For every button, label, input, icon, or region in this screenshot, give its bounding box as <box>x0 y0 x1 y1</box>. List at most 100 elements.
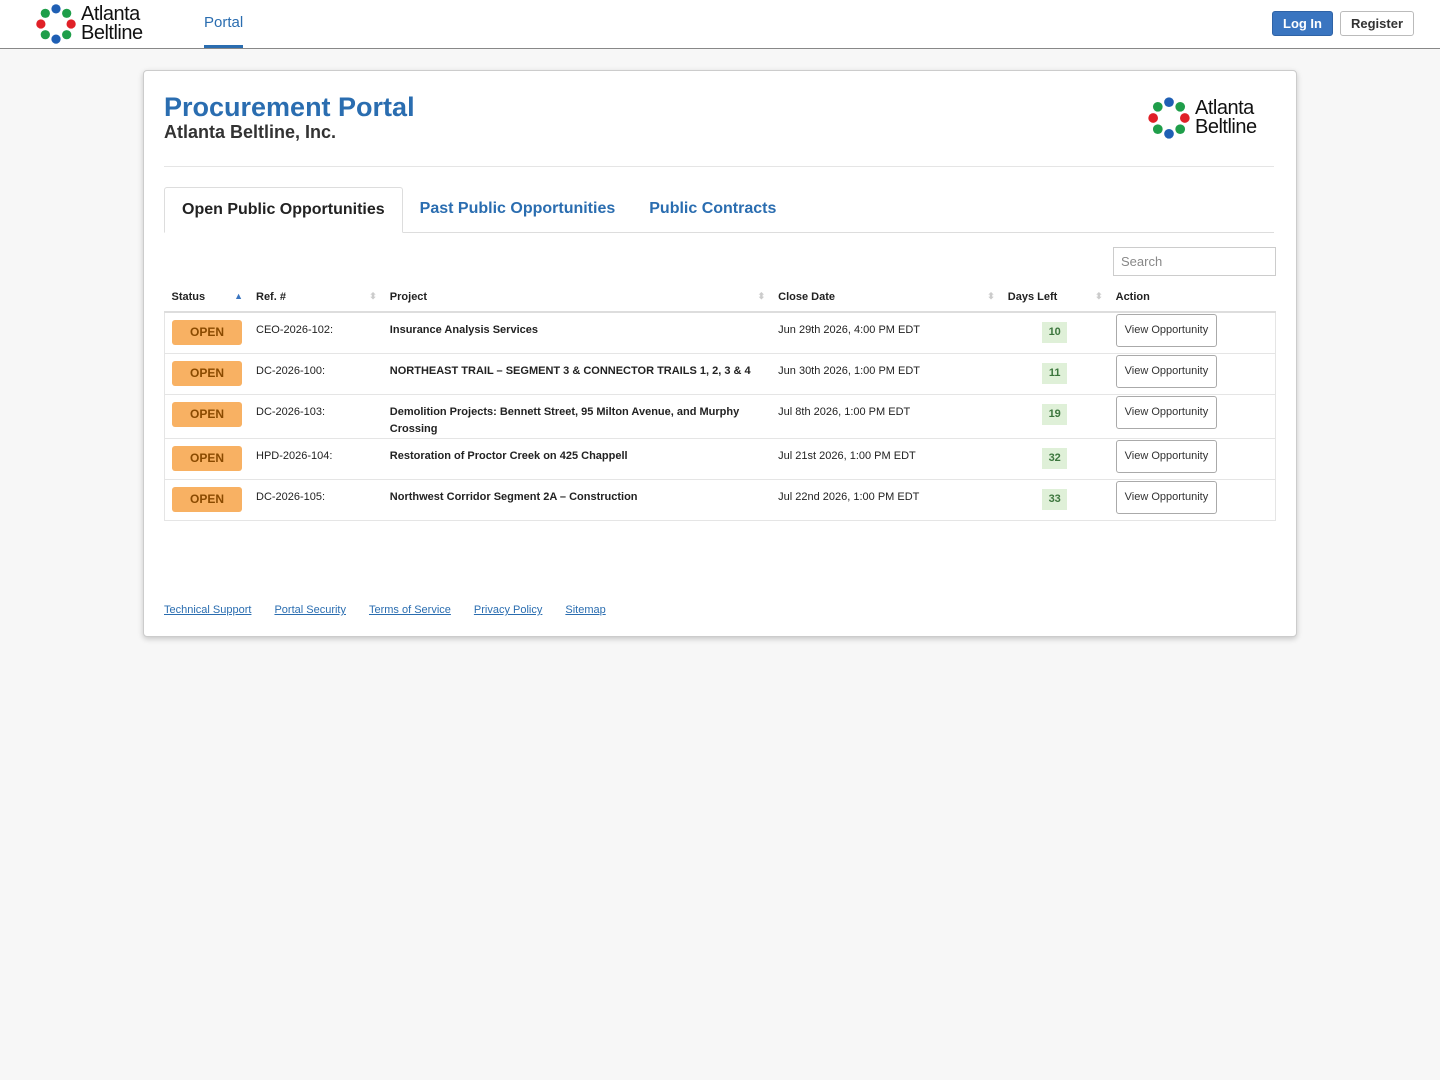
logo-dot <box>1164 97 1174 107</box>
sort-icon: ▲ <box>234 291 243 301</box>
logo-text: Atlanta Beltline <box>1195 97 1257 138</box>
column-header[interactable]: Project ⬍ <box>382 283 772 313</box>
tab[interactable]: Public Contracts <box>649 200 777 217</box>
days-left-badge: 11 <box>1042 363 1068 384</box>
footer-link[interactable]: Technical Support <box>164 604 252 616</box>
column-header[interactable]: Ref. # ⬍ <box>249 283 383 313</box>
opportunities-table: Status ▲ Ref. # ⬍ Project ⬍ Close Date ⬍ Days Le… <box>164 283 1276 521</box>
project-cell: NORTHEAST TRAIL – SEGMENT 3 & CONNECTOR … <box>382 353 772 395</box>
status-badge: OPEN <box>172 320 242 345</box>
logo[interactable]: Atlanta Beltline <box>35 3 143 45</box>
logo-dot <box>51 34 61 44</box>
view-button[interactable]: View Opportunity <box>1115 440 1218 473</box>
logo-dot <box>1152 124 1163 135</box>
header-logo: Atlanta Beltline <box>1147 96 1257 140</box>
register-button[interactable]: Register <box>1340 11 1415 36</box>
cell: View Opportunity <box>1108 353 1276 395</box>
ref-cell: HPD-2026-104: <box>249 438 383 480</box>
close-date-cell: Jun 29th 2026, 4:00 PM EDT <box>771 311 1001 354</box>
column-header[interactable]: Close Date ⬍ <box>771 283 1001 313</box>
sort-icon: ⬍ <box>757 291 766 301</box>
days-left-badge: 33 <box>1042 489 1068 510</box>
logo-dot <box>40 30 50 40</box>
ref-cell: DC-2026-100: <box>249 353 383 395</box>
logo-dot <box>1175 124 1186 135</box>
ref-cell: CEO-2026-102: <box>249 311 383 354</box>
project-cell: Northwest Corridor Segment 2A – Construc… <box>382 479 772 521</box>
search-input[interactable]: Search <box>1113 247 1276 276</box>
footer-link[interactable]: Terms of Service <box>368 604 451 616</box>
logo-dot <box>1175 101 1186 112</box>
status-badge: OPEN <box>172 402 242 427</box>
logo-line: Atlanta <box>81 3 140 25</box>
table-row: OPEN DC-2026-100: NORTHEAST TRAIL – SEGMEN… <box>164 353 1276 395</box>
login-button[interactable]: Log In <box>1272 11 1333 36</box>
days-left-badge: 19 <box>1042 404 1068 425</box>
logo-dot <box>51 4 61 14</box>
column-label: Ref. # <box>256 291 286 303</box>
nav-link[interactable]: Portal <box>204 0 244 48</box>
cell: View Opportunity <box>1108 311 1276 354</box>
view-button[interactable]: View Opportunity <box>1115 314 1218 347</box>
table-row: OPEN CEO-2026-102: Insurance Analysis Serv… <box>164 311 1276 354</box>
logo-mark <box>1148 97 1190 139</box>
cell: View Opportunity <box>1108 438 1276 480</box>
cell: 19 <box>1000 394 1109 439</box>
tab[interactable]: Open Public Opportunities <box>164 187 403 233</box>
status-badge: OPEN <box>172 446 242 471</box>
close-date-cell: Jul 8th 2026, 1:00 PM EDT <box>771 394 1001 439</box>
footer-link[interactable]: Sitemap <box>565 604 606 616</box>
column-label: Close Date <box>778 291 836 303</box>
view-button[interactable]: View Opportunity <box>1115 355 1218 388</box>
project-cell: Insurance Analysis Services <box>382 311 772 354</box>
table-row: OPEN DC-2026-105: Northwest Corridor Segme… <box>164 479 1276 521</box>
cell: OPEN <box>164 394 249 439</box>
logo-dot <box>1148 113 1158 123</box>
tab[interactable]: Past Public Opportunities <box>419 200 616 217</box>
footer-link[interactable]: Portal Security <box>274 604 346 616</box>
logo-dot <box>1180 113 1190 123</box>
ref-cell: DC-2026-105: <box>249 479 383 521</box>
days-left-badge: 10 <box>1042 322 1068 343</box>
status-badge: OPEN <box>172 487 242 512</box>
column-header[interactable]: Status ▲ <box>164 283 249 313</box>
table-row: OPEN DC-2026-103: Demolition Projects: Ben… <box>164 394 1276 439</box>
sort-icon: ⬍ <box>987 291 995 301</box>
cell: 33 <box>1000 479 1109 521</box>
logo-dot <box>62 30 72 40</box>
logo-mark <box>36 4 76 44</box>
logo-line: Atlanta <box>1195 97 1254 119</box>
tabs: Open Public Opportunities Past Public Opp… <box>164 187 1274 233</box>
logo-line: Beltline <box>1195 116 1257 138</box>
cell: OPEN <box>164 353 249 395</box>
column-label: Days Left <box>1007 291 1058 303</box>
project-cell: Demolition Projects: Bennett Street, 95 … <box>382 394 772 439</box>
project-cell: Restoration of Proctor Creek on 425 Chap… <box>382 438 772 480</box>
cell: OPEN <box>164 479 249 521</box>
page-subtitle: Atlanta Beltline, Inc. <box>164 122 337 142</box>
card: Procurement Portal Atlanta Beltline, Inc… <box>143 70 1297 637</box>
close-date-cell: Jul 22nd 2026, 1:00 PM EDT <box>771 479 1001 521</box>
navbar: Atlanta Beltline Portal Log In Register <box>0 0 1440 49</box>
page-title: Procurement Portal <box>164 92 415 122</box>
column-label: Project <box>389 291 428 303</box>
cell: OPEN <box>164 438 249 480</box>
cell: 10 <box>1000 311 1109 354</box>
column-label: Status <box>171 291 206 303</box>
logo-dot <box>40 8 50 18</box>
cell: 32 <box>1000 438 1109 480</box>
column-header[interactable]: Days Left ⬍ <box>1000 283 1109 313</box>
view-button[interactable]: View Opportunity <box>1115 481 1218 514</box>
view-button[interactable]: View Opportunity <box>1115 396 1218 429</box>
close-date-cell: Jun 30th 2026, 1:00 PM EDT <box>771 353 1001 395</box>
logo-dot <box>1152 101 1163 112</box>
footer: Technical Support Portal Security Terms of… <box>164 604 606 616</box>
footer-link[interactable]: Privacy Policy <box>473 604 543 616</box>
cell: OPEN <box>164 311 249 354</box>
close-date-cell: Jul 21st 2026, 1:00 PM EDT <box>771 438 1001 480</box>
sort-icon: ⬍ <box>369 291 377 301</box>
cell: View Opportunity <box>1108 394 1276 439</box>
divider <box>164 166 1274 167</box>
column-header: Action <box>1108 283 1276 313</box>
